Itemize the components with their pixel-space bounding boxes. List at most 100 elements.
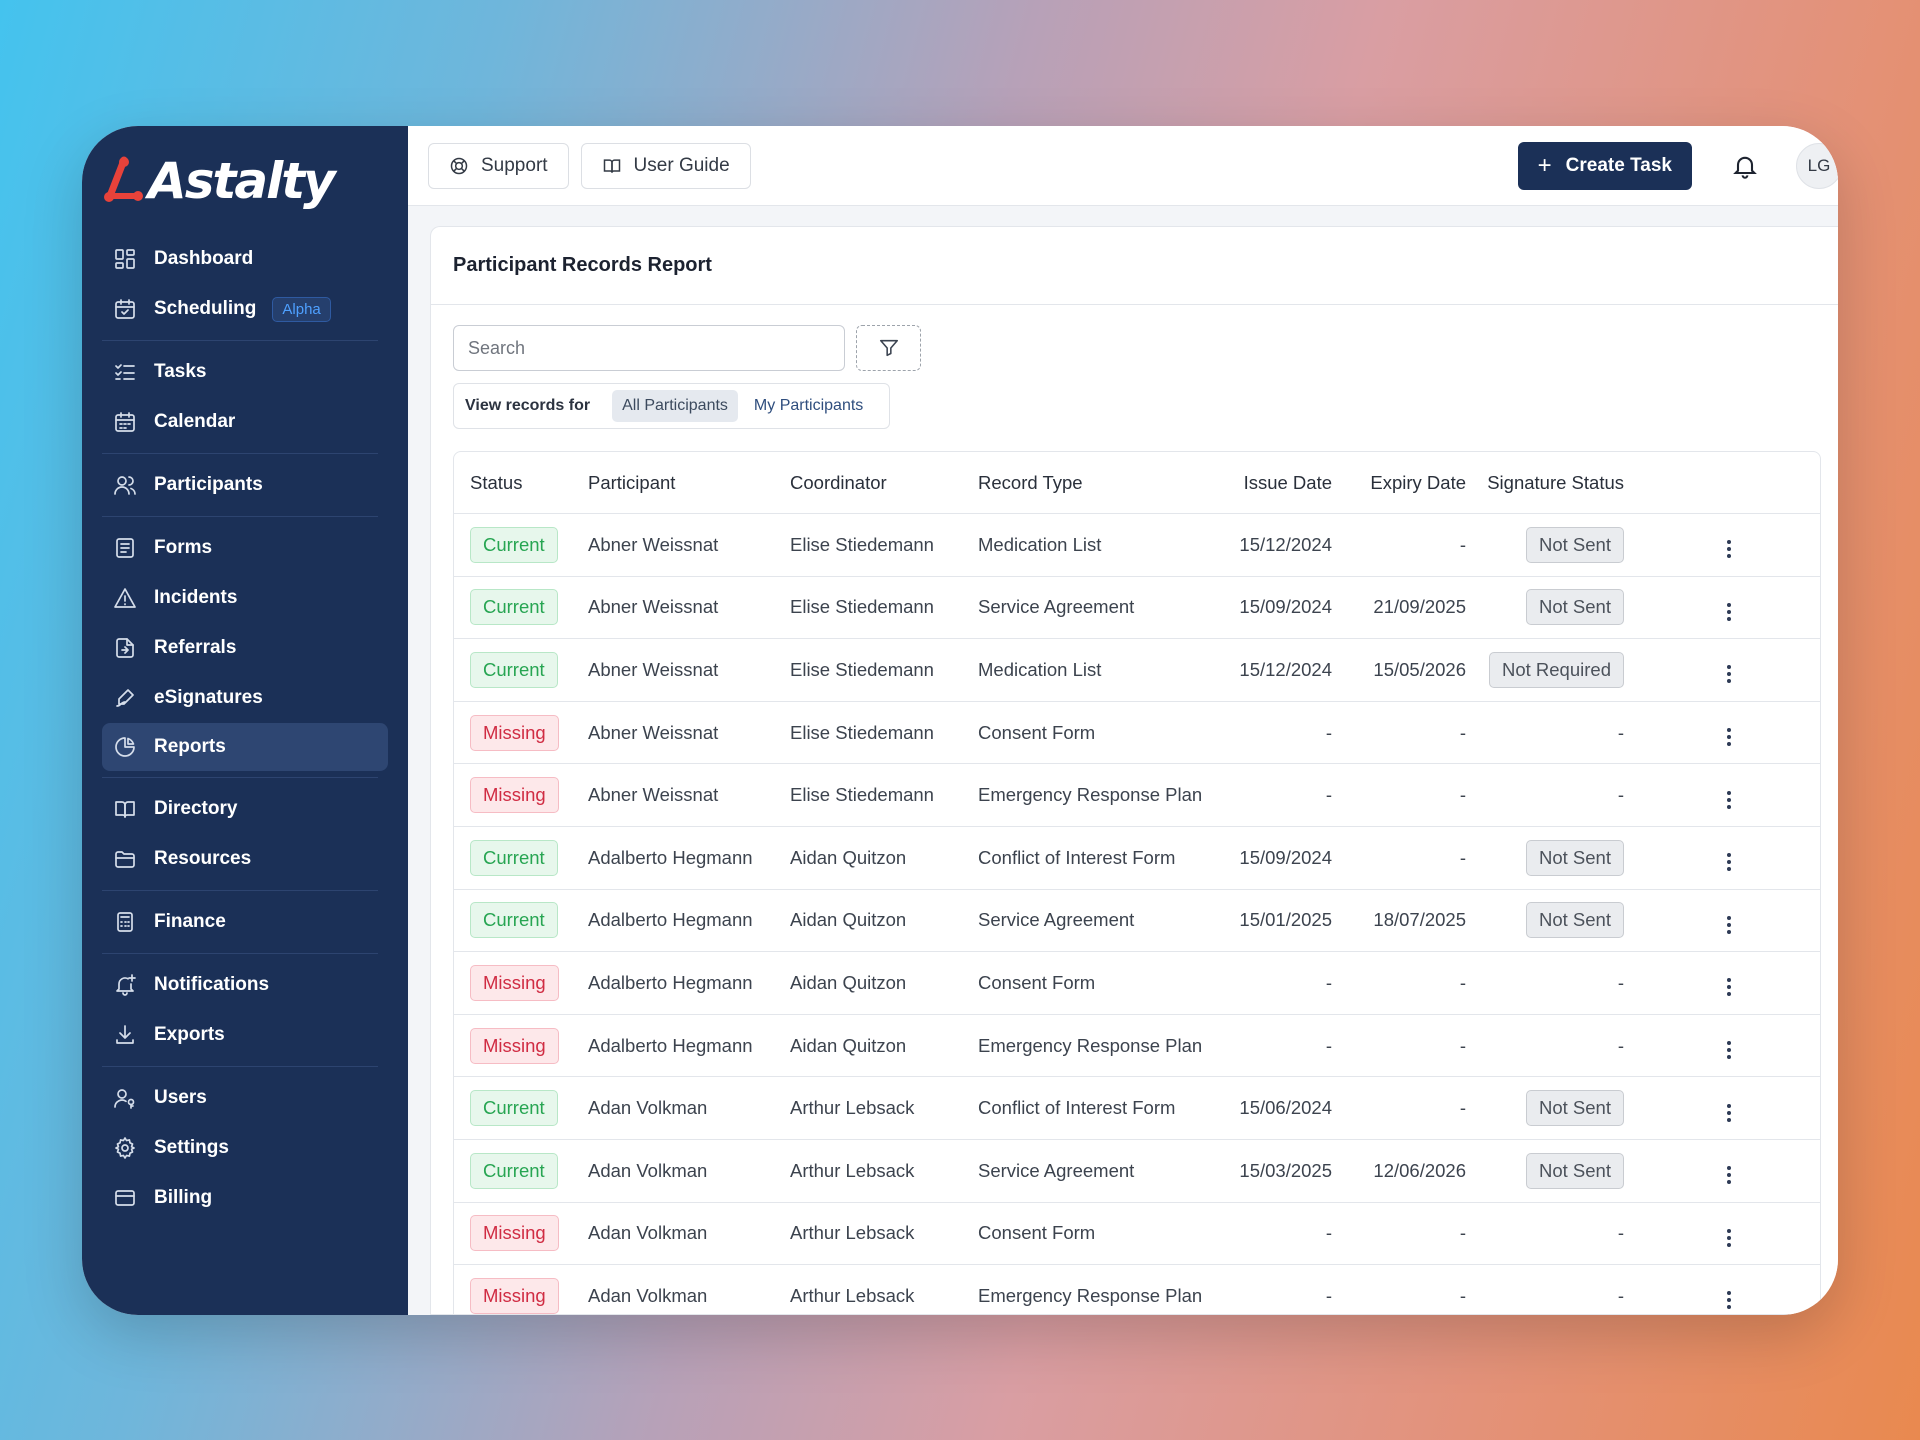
alpha-badge: Alpha	[272, 296, 331, 322]
status-cell: Current	[454, 890, 572, 953]
sidebar-item-directory[interactable]: Directory	[102, 784, 388, 834]
table-row[interactable]: Current Adan Volkman Arthur Lebsack Conflic…	[454, 1077, 1820, 1140]
row-actions-cell	[1638, 702, 1820, 765]
more-vertical-icon[interactable]	[1719, 1225, 1739, 1251]
sidebar-item-finance[interactable]: Finance	[102, 897, 388, 947]
more-vertical-icon[interactable]	[1719, 787, 1739, 813]
row-actions-cell	[1638, 890, 1820, 953]
signature-status-cell: Not Sent	[1480, 890, 1638, 953]
more-vertical-icon[interactable]	[1719, 599, 1739, 625]
logo[interactable]: Astalty	[102, 148, 388, 214]
sidebar-item-label: Scheduling	[154, 298, 257, 319]
table-row[interactable]: Current Abner Weissnat Elise Stiedemann Med…	[454, 639, 1820, 702]
status-badge: Missing	[470, 714, 559, 751]
coordinator-cell: Arthur Lebsack	[774, 1203, 962, 1266]
col-participant[interactable]: Participant	[572, 452, 774, 514]
more-vertical-icon[interactable]	[1719, 849, 1739, 875]
table-row[interactable]: Missing Adalberto Hegmann Aidan Quitzon Eme…	[454, 1015, 1820, 1078]
table-row[interactable]: Current Adalberto Hegmann Aidan Quitzon Con…	[454, 827, 1820, 890]
avatar[interactable]: LG	[1796, 142, 1838, 189]
bell-plus-icon	[112, 972, 138, 998]
sidebar: Astalty Dashboard Scheduling Alpha Tasks Cal…	[82, 126, 408, 1315]
more-vertical-icon[interactable]	[1719, 912, 1739, 938]
row-actions-cell	[1638, 1203, 1820, 1266]
col-record-type[interactable]: Record Type	[962, 452, 1222, 514]
more-vertical-icon[interactable]	[1719, 1100, 1739, 1126]
sidebar-item-notifications[interactable]: Notifications	[102, 960, 388, 1010]
row-actions-cell	[1638, 827, 1820, 890]
more-vertical-icon[interactable]	[1719, 1287, 1739, 1313]
participant-cell: Adan Volkman	[572, 1265, 774, 1315]
issue-date-cell: 15/09/2024	[1222, 577, 1346, 640]
table-row[interactable]: Missing Abner Weissnat Elise Stiedemann Eme…	[454, 764, 1820, 827]
sidebar-item-referrals[interactable]: Referrals	[102, 623, 388, 673]
col-expiry-date[interactable]: Expiry Date	[1346, 452, 1480, 514]
table-header-row: Status Participant Coordinator Record Ty…	[454, 452, 1820, 514]
user-guide-label: User Guide	[633, 154, 730, 176]
table-row[interactable]: Missing Adan Volkman Arthur Lebsack Consent…	[454, 1203, 1820, 1266]
signature-status-cell: Not Sent	[1480, 1140, 1638, 1203]
table-row[interactable]: Current Abner Weissnat Elise Stiedemann Ser…	[454, 577, 1820, 640]
sidebar-nav: Dashboard Scheduling Alpha Tasks Calendar Par…	[102, 228, 388, 1229]
sidebar-item-participants[interactable]: Participants	[102, 460, 388, 510]
record-type-cell: Service Agreement	[962, 577, 1222, 640]
search-input[interactable]	[453, 325, 845, 371]
participant-cell: Abner Weissnat	[572, 514, 774, 577]
sidebar-item-users[interactable]: Users	[102, 1073, 388, 1123]
table-row[interactable]: Current Adalberto Hegmann Aidan Quitzon Ser…	[454, 890, 1820, 953]
sidebar-item-dashboard[interactable]: Dashboard	[102, 234, 388, 284]
status-badge: Current	[470, 902, 558, 939]
signature-status-cell: Not Sent	[1480, 1077, 1638, 1140]
table-row[interactable]: Missing Abner Weissnat Elise Stiedemann Con…	[454, 702, 1820, 765]
col-status[interactable]: Status	[454, 452, 572, 514]
sidebar-item-incidents[interactable]: Incidents	[102, 573, 388, 623]
support-button[interactable]: Support	[428, 142, 569, 189]
sidebar-item-tasks[interactable]: Tasks	[102, 347, 388, 397]
participant-cell: Adalberto Hegmann	[572, 890, 774, 953]
sidebar-item-esignatures[interactable]: eSignatures	[102, 673, 388, 723]
create-task-button[interactable]: + Create Task	[1517, 141, 1692, 190]
sidebar-item-label: Billing	[154, 1187, 213, 1208]
col-issue-date[interactable]: Issue Date	[1222, 452, 1346, 514]
table-row[interactable]: Current Adan Volkman Arthur Lebsack Service…	[454, 1140, 1820, 1203]
sidebar-item-exports[interactable]: Exports	[102, 1010, 388, 1060]
records-table-body: Current Abner Weissnat Elise Stiedemann Med…	[454, 514, 1820, 1315]
table-row[interactable]: Missing Adalberto Hegmann Aidan Quitzon Con…	[454, 952, 1820, 1015]
col-signature-status[interactable]: Signature Status	[1480, 452, 1638, 514]
coordinator-cell: Aidan Quitzon	[774, 952, 962, 1015]
filter-button[interactable]	[856, 325, 921, 371]
status-cell: Current	[454, 514, 572, 577]
sidebar-item-resources[interactable]: Resources	[102, 834, 388, 884]
participant-cell: Abner Weissnat	[572, 702, 774, 765]
signature-badge: Not Sent	[1526, 1152, 1624, 1189]
sidebar-item-billing[interactable]: Billing	[102, 1173, 388, 1223]
sidebar-item-forms[interactable]: Forms	[102, 523, 388, 573]
sidebar-item-scheduling[interactable]: Scheduling Alpha	[102, 284, 388, 334]
notifications-bell-button[interactable]	[1730, 151, 1760, 181]
more-vertical-icon[interactable]	[1719, 974, 1739, 1000]
sidebar-item-settings[interactable]: Settings	[102, 1123, 388, 1173]
page-title: Participant Records Report	[453, 254, 712, 276]
col-coordinator[interactable]: Coordinator	[774, 452, 962, 514]
more-vertical-icon[interactable]	[1719, 661, 1739, 687]
sidebar-item-reports[interactable]: Reports	[102, 723, 388, 771]
toggle-my-participants[interactable]: My Participants	[753, 397, 864, 414]
user-guide-button[interactable]: User Guide	[580, 142, 751, 189]
sidebar-group: Tasks Calendar	[102, 341, 378, 454]
filter-icon	[879, 339, 898, 357]
toggle-all-participants[interactable]: All Participants	[612, 390, 738, 422]
download-icon	[112, 1022, 138, 1048]
table-row[interactable]: Current Abner Weissnat Elise Stiedemann Med…	[454, 514, 1820, 577]
row-actions-cell	[1638, 1140, 1820, 1203]
pie-chart-icon	[112, 734, 138, 760]
more-vertical-icon[interactable]	[1719, 536, 1739, 562]
participant-cell: Adan Volkman	[572, 1140, 774, 1203]
sidebar-item-calendar[interactable]: Calendar	[102, 397, 388, 447]
view-records-label: View records for	[465, 397, 591, 414]
sidebar-item-label: Participants	[154, 474, 263, 495]
more-vertical-icon[interactable]	[1719, 1037, 1739, 1063]
row-actions-cell	[1638, 764, 1820, 827]
more-vertical-icon[interactable]	[1719, 1162, 1739, 1188]
more-vertical-icon[interactable]	[1719, 724, 1739, 750]
table-row[interactable]: Missing Adan Volkman Arthur Lebsack Emergen…	[454, 1265, 1820, 1315]
